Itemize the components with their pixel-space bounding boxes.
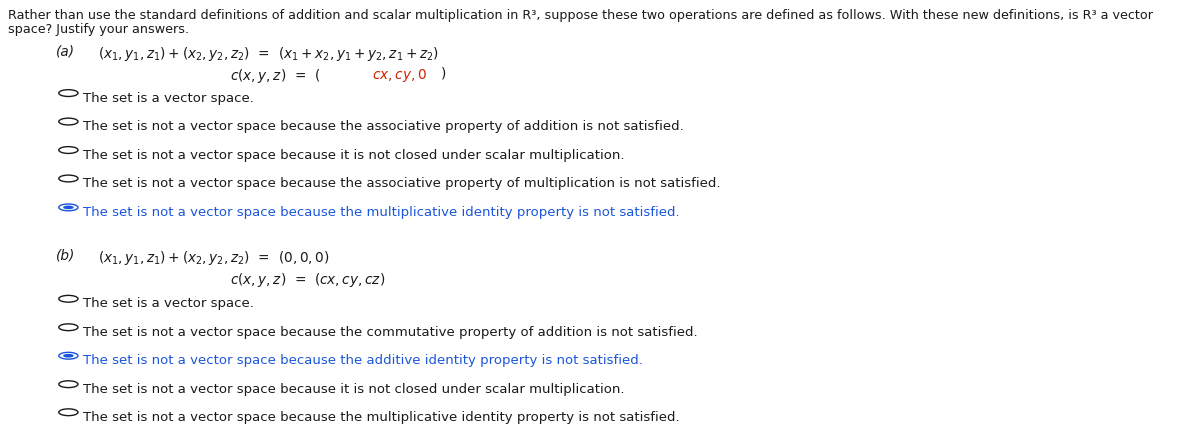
Text: (a): (a)	[56, 45, 76, 59]
Text: Rather than use the standard definitions of addition and scalar multiplication i: Rather than use the standard definitions…	[8, 8, 1153, 22]
Text: The set is not a vector space because it is not closed under scalar multiplicati: The set is not a vector space because it…	[83, 149, 624, 162]
Circle shape	[64, 206, 73, 209]
Text: The set is not a vector space because the additive identity property is not sati: The set is not a vector space because th…	[83, 354, 643, 368]
Text: (b): (b)	[56, 249, 76, 263]
Text: The set is a vector space.: The set is a vector space.	[83, 298, 253, 311]
Text: ): )	[440, 67, 445, 81]
Text: space? Justify your answers.: space? Justify your answers.	[8, 23, 190, 37]
Text: $cx, cy, 0$: $cx, cy, 0$	[372, 67, 427, 84]
Text: $c(x, y, z)$  =  $(cx, cy, cz)$: $c(x, y, z)$ = $(cx, cy, cz)$	[230, 271, 385, 289]
Text: $c(x, y, z)$  =  (: $c(x, y, z)$ = (	[230, 67, 320, 85]
Text: The set is not a vector space because the associative property of addition is no: The set is not a vector space because th…	[83, 120, 684, 133]
Text: The set is not a vector space because the multiplicative identity property is no: The set is not a vector space because th…	[83, 206, 679, 219]
Text: The set is not a vector space because the multiplicative identity property is no: The set is not a vector space because th…	[83, 411, 679, 424]
Text: The set is not a vector space because the commutative property of addition is no: The set is not a vector space because th…	[83, 326, 697, 339]
Text: $(x_1, y_1, z_1) + (x_2, y_2, z_2)$  =  $(0, 0, 0)$: $(x_1, y_1, z_1) + (x_2, y_2, z_2)$ = $(…	[98, 249, 330, 266]
Text: $(x_1, y_1, z_1) + (x_2, y_2, z_2)$  =  $(x_1 + x_2, y_1 + y_2, z_1 + z_2)$: $(x_1, y_1, z_1) + (x_2, y_2, z_2)$ = $(…	[98, 45, 439, 62]
Text: The set is a vector space.: The set is a vector space.	[83, 92, 253, 105]
Text: The set is not a vector space because it is not closed under scalar multiplicati: The set is not a vector space because it…	[83, 383, 624, 396]
Circle shape	[64, 354, 73, 357]
Text: The set is not a vector space because the associative property of multiplication: The set is not a vector space because th…	[83, 177, 720, 190]
